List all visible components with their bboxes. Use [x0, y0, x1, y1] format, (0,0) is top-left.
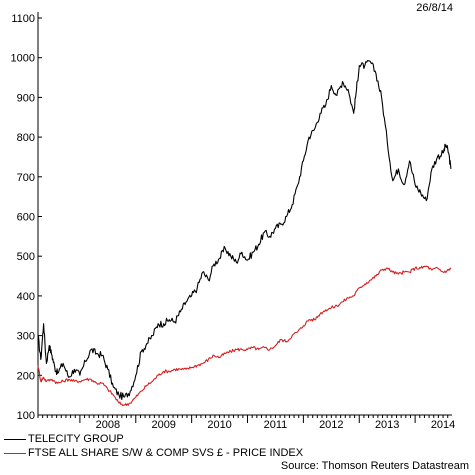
y-axis: 100 200 300 400 500 600 700 800 900 1000 1100: [11, 13, 42, 422]
x-tick-label: 2010: [207, 419, 231, 431]
y-tick-label: 500: [17, 251, 35, 263]
x-tick-label: 2011: [264, 419, 288, 431]
legend-item-ftse: FTSE ALL SHARE S/W & COMP SVS £ - PRICE …: [4, 447, 303, 460]
legend-item-telecity: TELECITY GROUP: [4, 433, 124, 446]
y-tick-label: 300: [17, 331, 35, 343]
y-tick-label: 700: [17, 172, 35, 184]
y-tick-label: 100: [17, 410, 35, 422]
legend-swatch-ftse: [4, 452, 26, 454]
y-tick-label: 400: [17, 291, 35, 303]
x-tick-label: 2014: [431, 419, 455, 431]
date-stamp: 26/8/14: [416, 2, 453, 14]
legend-swatch-telecity: [4, 438, 26, 440]
x-tick-label: 2013: [375, 419, 399, 431]
y-tick-label: 600: [17, 212, 35, 224]
series-lines: [37, 59, 452, 407]
x-tick-label: 2009: [151, 419, 175, 431]
legend-label-ftse: FTSE ALL SHARE S/W & COMP SVS £ - PRICE …: [28, 447, 304, 459]
y-tick-label: 900: [17, 92, 35, 104]
y-tick-label: 800: [17, 132, 35, 144]
x-axis: 2008 2009 2010 2011 2012 2013 2014: [37, 415, 455, 431]
x-tick-label: 2012: [319, 419, 343, 431]
x-tick-label: 2008: [96, 419, 120, 431]
series-line-ftse: [37, 265, 452, 407]
source-note: Source: Thomson Reuters Datastream: [280, 460, 469, 472]
y-tick-label: 200: [17, 370, 35, 382]
y-tick-label: 1000: [11, 53, 35, 65]
legend-label-telecity: TELECITY GROUP: [28, 433, 124, 445]
y-tick-label: 1100: [11, 13, 35, 25]
series-line-telecity: [37, 59, 452, 401]
